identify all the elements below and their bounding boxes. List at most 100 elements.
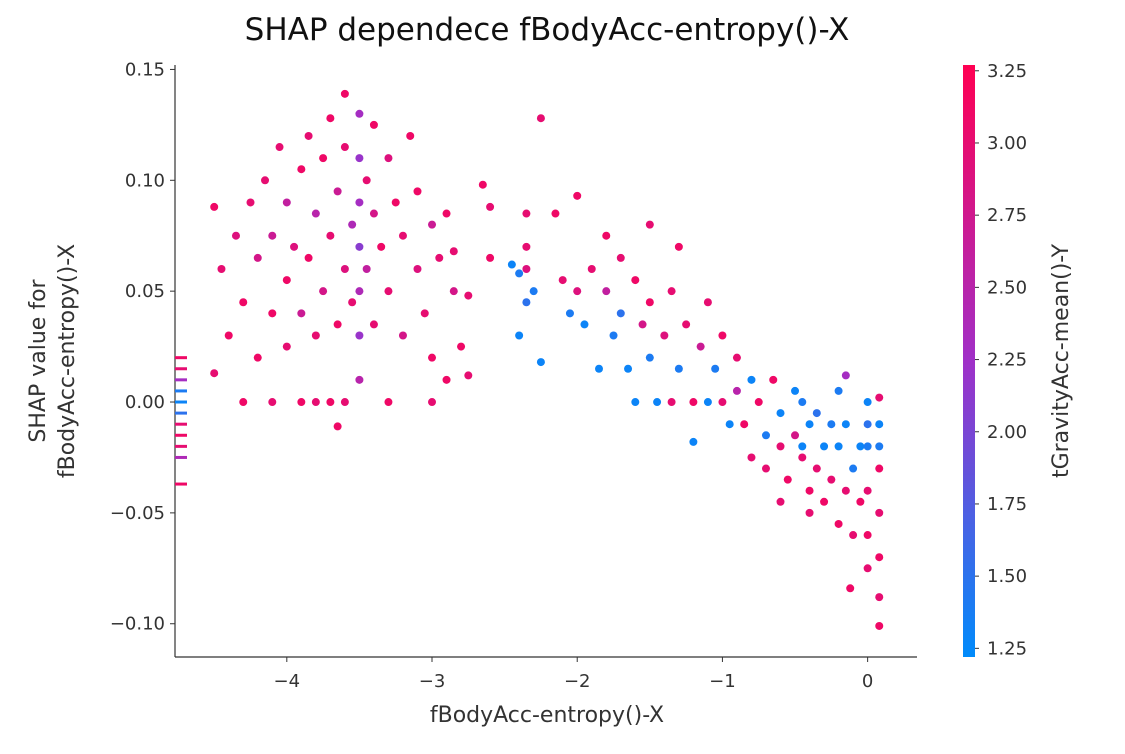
point [268, 398, 277, 407]
point [515, 331, 524, 340]
point [246, 198, 255, 207]
point [863, 398, 872, 407]
point [457, 342, 466, 351]
point [391, 198, 400, 207]
point [340, 398, 349, 407]
point [875, 593, 884, 602]
y-tick-label: −0.10 [110, 614, 165, 635]
point [536, 114, 545, 123]
point [580, 320, 589, 329]
colorbar-tick-label: 2.75 [987, 205, 1027, 226]
point [875, 464, 884, 473]
point [340, 264, 349, 273]
point [275, 143, 284, 152]
point [740, 420, 749, 429]
point [369, 120, 378, 129]
point [239, 398, 248, 407]
point [507, 260, 516, 269]
point [384, 398, 393, 407]
point [660, 331, 669, 340]
point [565, 309, 574, 318]
point [645, 298, 654, 307]
point [558, 276, 567, 285]
point [696, 342, 705, 351]
point [319, 154, 328, 163]
point [812, 409, 821, 418]
point [449, 287, 458, 296]
point [703, 398, 712, 407]
point [486, 202, 495, 211]
y-tick-label: 0.15 [125, 59, 165, 80]
point [311, 331, 320, 340]
point [428, 398, 437, 407]
x-tick-label: −1 [709, 671, 736, 692]
point [333, 320, 342, 329]
point [682, 320, 691, 329]
x-tick-label: −3 [419, 671, 446, 692]
point [377, 242, 386, 251]
y-tick-label: −0.05 [110, 503, 165, 524]
point [863, 564, 872, 573]
point [711, 364, 720, 373]
colorbar-tick-label: 1.25 [987, 638, 1027, 659]
colorbar-tick-label: 3.00 [987, 133, 1027, 154]
point [812, 464, 821, 473]
y-axis-label: fBodyAcc-entropy()-X [55, 244, 80, 478]
point [849, 531, 858, 540]
x-tick-label: −2 [564, 671, 591, 692]
point [362, 264, 371, 273]
point [253, 353, 262, 362]
point [849, 464, 858, 473]
point [718, 331, 727, 340]
point [805, 420, 814, 429]
x-tick-label: −4 [274, 671, 301, 692]
y-tick-label: 0.00 [125, 392, 165, 413]
point [631, 398, 640, 407]
point [667, 398, 676, 407]
y-tick-label: 0.05 [125, 281, 165, 302]
point [791, 431, 800, 440]
point [355, 109, 364, 118]
point [355, 331, 364, 340]
point [689, 437, 698, 446]
point [551, 209, 560, 218]
point [355, 287, 364, 296]
point [783, 475, 792, 484]
point [653, 398, 662, 407]
point [674, 364, 683, 373]
point [616, 309, 625, 318]
point [297, 165, 306, 174]
point [573, 287, 582, 296]
point [515, 269, 524, 278]
point [820, 497, 829, 506]
point [333, 422, 342, 431]
point [875, 393, 884, 402]
point [282, 342, 291, 351]
point [667, 287, 676, 296]
point [841, 486, 850, 495]
point [791, 386, 800, 395]
point [297, 309, 306, 318]
point [428, 353, 437, 362]
point [732, 386, 741, 395]
point [210, 369, 219, 378]
point [231, 231, 240, 240]
point [355, 375, 364, 384]
point [420, 309, 429, 318]
point [449, 247, 458, 256]
colorbar-tick-label: 2.25 [987, 350, 1027, 371]
point [326, 114, 335, 123]
point [602, 231, 611, 240]
point [464, 291, 473, 300]
point [769, 375, 778, 384]
point [529, 287, 538, 296]
point [798, 453, 807, 462]
point [355, 154, 364, 163]
point [798, 442, 807, 451]
point [846, 584, 855, 593]
point [348, 298, 357, 307]
point [297, 398, 306, 407]
point [863, 486, 872, 495]
point [333, 187, 342, 196]
point [340, 89, 349, 98]
